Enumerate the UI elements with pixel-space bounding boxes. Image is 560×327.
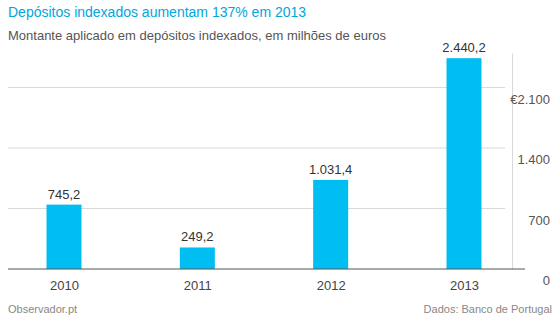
grid-line <box>8 208 505 209</box>
y-tick: 1.400 <box>512 149 550 168</box>
y-tick-label: 700 <box>528 213 550 228</box>
data-label: 745,2 <box>48 187 81 202</box>
x-tick-label: 2012 <box>317 278 346 293</box>
y-tick: 0 <box>512 270 550 289</box>
x-tick: 2013 <box>450 269 479 293</box>
chart: Depósitos indexados aumentam 137% em 201… <box>0 0 560 327</box>
bar <box>180 247 215 269</box>
x-tick: 2010 <box>50 269 79 293</box>
x-tick: 2011 <box>184 269 212 293</box>
bar <box>447 58 482 269</box>
y-tick-label: 0 <box>543 273 550 288</box>
data-label: 1.031,4 <box>309 162 352 177</box>
grid-line <box>8 87 505 88</box>
source: Dados: Banco de Portugal <box>424 303 552 315</box>
y-tick: €2.100 <box>510 88 550 107</box>
x-tick-label: 2013 <box>450 278 479 293</box>
y-axis: 0 700 1.400 €2.100 <box>510 54 550 289</box>
title: Depósitos indexados aumentam 137% em 201… <box>8 4 306 20</box>
subtitle: Montante aplicado em depósitos indexados… <box>8 28 386 43</box>
y-tick-label: €2.100 <box>510 92 550 107</box>
data-label: 2.440,2 <box>442 40 485 55</box>
x-tick: 2012 <box>317 269 346 293</box>
data-labels: 745,2 249,2 1.031,4 2.440,2 <box>48 40 486 244</box>
bar <box>47 205 82 269</box>
x-tick-label: 2010 <box>50 278 79 293</box>
x-tick-label: 2011 <box>184 278 212 293</box>
grid <box>8 88 505 209</box>
y-axis-line <box>512 54 513 270</box>
baseline <box>8 269 525 270</box>
y-tick-label: 1.400 <box>517 152 550 167</box>
y-tick: 700 <box>512 209 550 228</box>
bar <box>313 180 348 269</box>
credit: Observador.pt <box>8 303 77 315</box>
x-axis: 2010 2011 2012 2013 <box>50 269 479 293</box>
grid-line <box>8 148 505 149</box>
bars <box>47 58 482 269</box>
data-label: 249,2 <box>181 229 214 244</box>
